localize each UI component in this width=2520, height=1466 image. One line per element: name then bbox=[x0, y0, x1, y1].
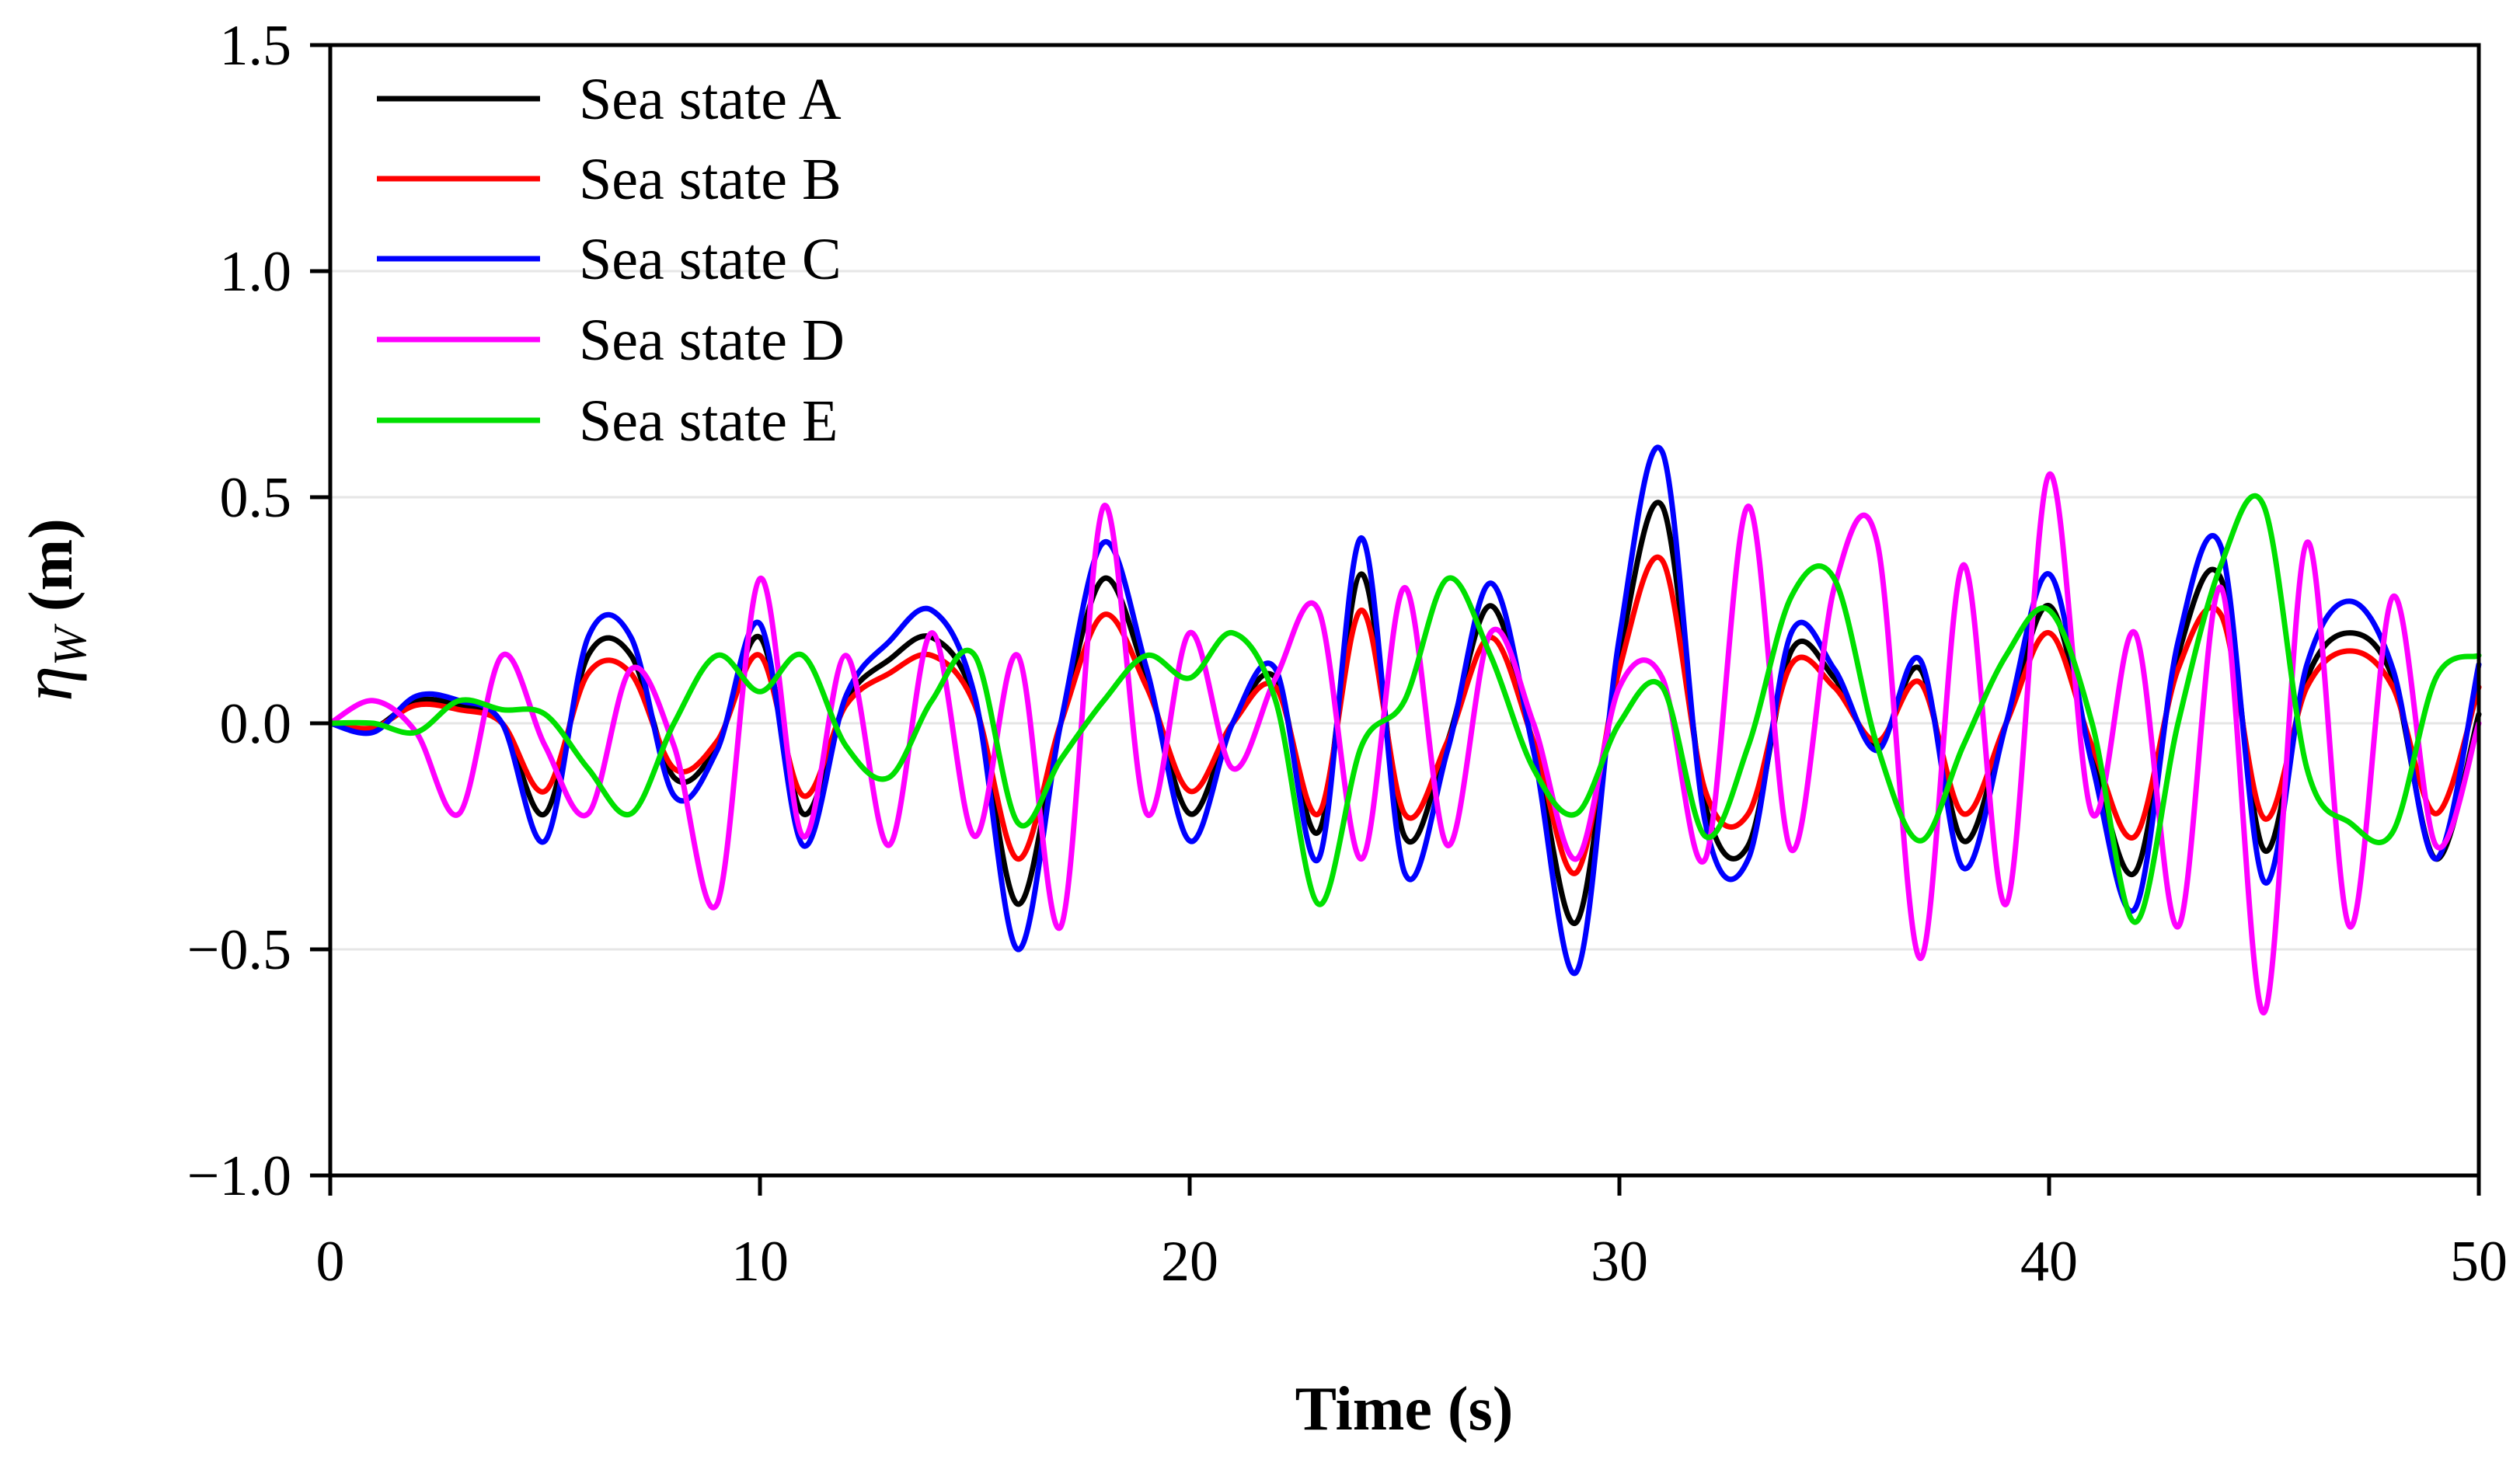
x-tick-label: 0 bbox=[316, 1230, 345, 1294]
y-axis-symbol: η bbox=[8, 666, 87, 702]
y-axis-title: ηW (m) bbox=[8, 518, 96, 702]
x-tick-label: 50 bbox=[2450, 1230, 2508, 1294]
y-tick-label: 1.5 bbox=[220, 14, 292, 78]
sea-state-e-line bbox=[327, 493, 2482, 925]
y-axis-subscript: W bbox=[44, 623, 96, 666]
legend-item: Sea state E bbox=[377, 388, 838, 454]
x-tick-label: 10 bbox=[731, 1230, 789, 1294]
y-tick-label: 1.0 bbox=[220, 240, 292, 304]
grid-lines bbox=[330, 270, 2479, 951]
legend-item: Sea state B bbox=[377, 147, 842, 212]
legend-item: Sea state C bbox=[377, 227, 842, 292]
legend-label-a: Sea state A bbox=[579, 67, 842, 132]
y-tick-label: −0.5 bbox=[187, 918, 291, 982]
sea-state-d-line bbox=[327, 472, 2482, 1016]
legend-item: Sea state D bbox=[377, 308, 845, 373]
legend-item: Sea state A bbox=[377, 67, 842, 132]
y-tick-label: 0.5 bbox=[220, 466, 292, 530]
y-tick-label: 0.0 bbox=[220, 692, 292, 756]
x-tick-label: 40 bbox=[2020, 1230, 2078, 1294]
x-tick-label: 20 bbox=[1161, 1230, 1218, 1294]
sea-state-c-line bbox=[327, 444, 2482, 977]
x-tick-label: 30 bbox=[1591, 1230, 1648, 1294]
legend-label-e: Sea state E bbox=[579, 388, 838, 454]
y-tick-label: −1.0 bbox=[187, 1144, 291, 1208]
series-lines bbox=[327, 444, 2482, 1016]
plot-area-frame bbox=[328, 43, 2481, 1178]
legend: Sea state A Sea state B Sea state C Sea … bbox=[377, 67, 845, 454]
legend-label-c: Sea state C bbox=[579, 227, 842, 292]
axis-ticks: −1.0 −0.5 0.0 0.5 1.0 1.5 0 10 20 30 40 50 bbox=[187, 14, 2508, 1294]
y-axis-unit: (m) bbox=[17, 518, 85, 627]
legend-label-d: Sea state D bbox=[579, 308, 845, 373]
x-axis-title: Time (s) bbox=[1295, 1375, 1514, 1443]
legend-label-b: Sea state B bbox=[579, 147, 842, 212]
